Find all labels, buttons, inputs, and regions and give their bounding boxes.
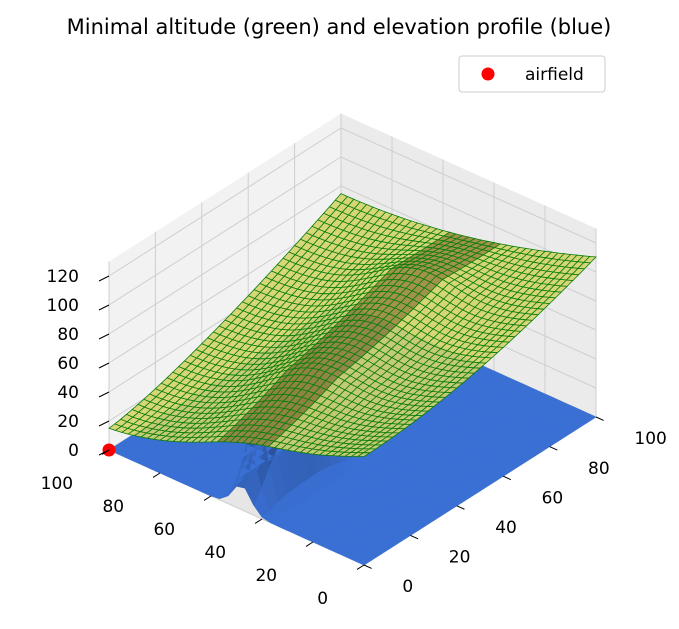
y-tick-label: 60 [153, 520, 175, 540]
legend: airfield [458, 55, 606, 93]
z-tick-mark [98, 449, 110, 456]
z-tick-mark [98, 304, 110, 311]
y-tick-label: 80 [102, 497, 124, 517]
x-tick-label: 60 [542, 488, 564, 508]
gridline-z-back [108, 185, 342, 335]
x-tick-mark [549, 446, 558, 451]
z-tick-label: 100 [47, 296, 79, 316]
z-tick-label: 40 [57, 383, 79, 403]
y-tick-mark [254, 518, 263, 524]
x-tick-mark [502, 475, 512, 481]
y-tick-label: 40 [204, 543, 226, 563]
z-tick-mark [98, 391, 110, 398]
x-tick-label: 100 [634, 429, 666, 449]
y-tick-label: 20 [255, 566, 277, 586]
x-tick-mark [456, 505, 465, 510]
minimal-altitude-surface [108, 193, 597, 457]
y-tick-mark [152, 472, 161, 478]
x-tick-label: 20 [449, 548, 471, 568]
z-tick-label: 60 [57, 354, 79, 374]
z-tick-label: 0 [68, 441, 79, 461]
y-tick-mark [356, 564, 365, 570]
minimal-altitude-surface-cell [108, 423, 123, 431]
legend-airfield-label: airfield [525, 65, 584, 85]
legend-frame [458, 55, 606, 93]
x-tick-label: 40 [495, 518, 517, 538]
y-tick-label: 0 [317, 589, 328, 609]
z-tick-mark [98, 275, 110, 282]
y-tick-mark [203, 495, 212, 501]
y-tick-label: 100 [41, 474, 73, 494]
legend-airfield-marker [481, 67, 495, 81]
chart-title: Minimal altitude (green) and elevation p… [67, 15, 612, 39]
z-tick-label: 120 [47, 267, 79, 287]
x-tick-label: 0 [402, 577, 413, 597]
z-tick-label: 80 [57, 325, 79, 345]
z-tick-label: 20 [57, 412, 79, 432]
gridline-z-back [108, 156, 342, 306]
gridline-z-back [108, 127, 342, 277]
z-tick-mark [98, 362, 110, 369]
x-tick-mark [363, 564, 372, 569]
z-tick-mark [98, 333, 110, 340]
y-tick-mark [305, 541, 314, 547]
gridline-z-side [340, 127, 597, 244]
x-tick-label: 80 [588, 459, 610, 479]
axes-ticks: 0 20 40 60 80 100 0 20 40 60 80 100 0 20 40 60 80 100 120 [41, 267, 667, 609]
back-pane-y [109, 113, 341, 450]
z-tick-mark [98, 420, 110, 427]
x-tick-mark [595, 416, 604, 421]
x-tick-mark [410, 534, 419, 540]
